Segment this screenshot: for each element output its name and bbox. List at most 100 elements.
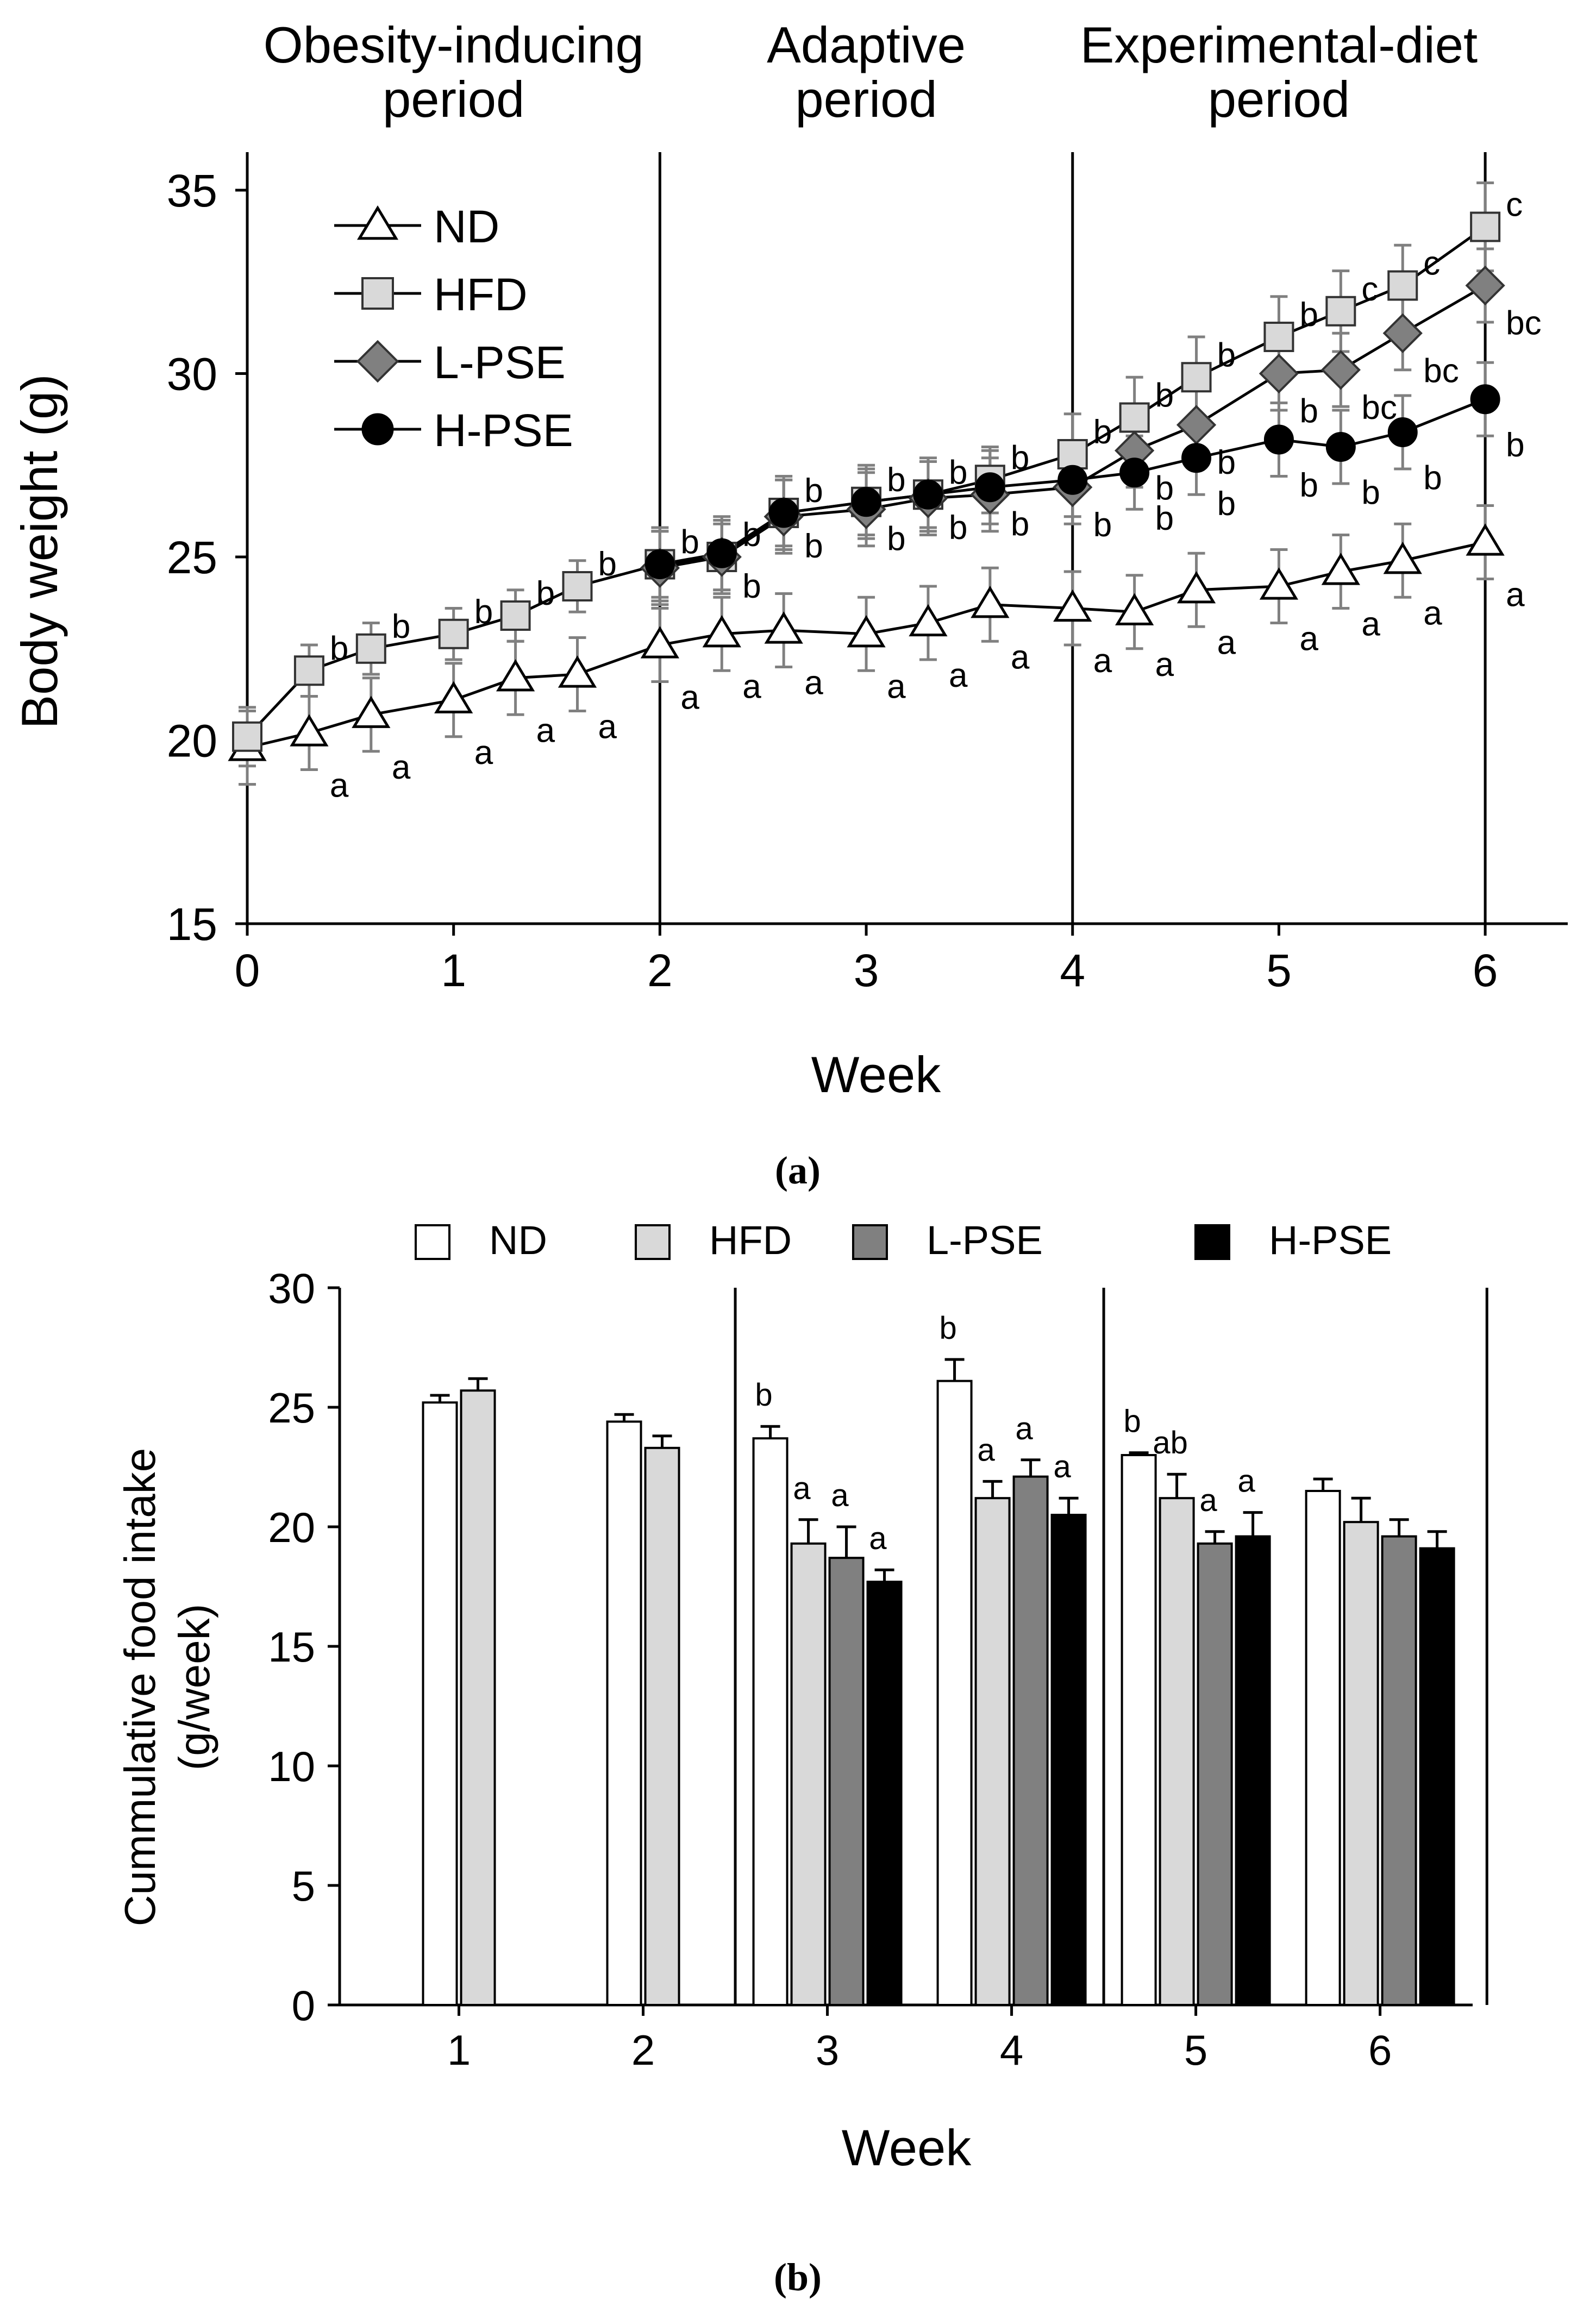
y-tick-label-a: 25 (167, 532, 217, 583)
period-label: Experimental-diet (1080, 16, 1478, 73)
significance-letter: a (949, 657, 968, 694)
data-point-hfd (1470, 211, 1501, 242)
data-point-nd (847, 615, 886, 648)
period-label: period (1208, 71, 1350, 128)
significance-letter-b: b (939, 1311, 956, 1346)
data-point-nd (1466, 523, 1505, 556)
significance-letter: b (1361, 474, 1380, 512)
data-point-hfd (232, 721, 262, 752)
y-tick-label-a: 20 (167, 716, 217, 767)
x-tick-label-a: 4 (1060, 945, 1085, 996)
significance-letter-b: a (831, 1478, 849, 1513)
bar-nd (752, 1437, 788, 2006)
data-point-hfd (500, 600, 531, 631)
bar-h-pse (1419, 1547, 1455, 2007)
bar-nd (936, 1380, 973, 2007)
significance-letter: b (1155, 469, 1174, 507)
data-point-nd (1383, 541, 1422, 574)
significance-letter: b (887, 520, 905, 557)
significance-letter: b (949, 454, 967, 491)
data-point-hfd (1119, 402, 1150, 433)
significance-letter-b: a (1053, 1449, 1071, 1484)
data-point-hfd (1325, 296, 1356, 327)
significance-letter: b (474, 593, 493, 631)
y-tick-label-b: 25 (268, 1384, 315, 1432)
legend-a: ND HFD L-PSE H-PSE (334, 201, 573, 456)
significance-letter: b (804, 528, 823, 565)
data-point-l-pse (1259, 353, 1299, 394)
data-point-hfd (1181, 362, 1212, 393)
y-tick-label-b: 30 (268, 1264, 315, 1312)
significance-letter: b (1093, 506, 1112, 544)
bar-nd (606, 1420, 642, 2006)
significance-letter-b: b (1123, 1404, 1141, 1439)
bar-nd (1121, 1454, 1157, 2006)
bar-hfd (1159, 1497, 1195, 2006)
legend-label: L-PSE (434, 337, 566, 388)
significance-letter: a (1217, 624, 1236, 661)
period-label: period (383, 71, 524, 128)
significance-letter: a (1423, 594, 1442, 632)
bar-h-pse (1050, 1514, 1087, 2006)
significance-letter: a (887, 668, 906, 705)
significance-letter: b (1423, 460, 1442, 497)
period-labels: Obesity-inducingperiodAdaptiveperiodExpe… (264, 16, 1478, 128)
data-point-nd (1176, 571, 1216, 604)
data-point-nd (702, 615, 741, 648)
significance-letter: b (742, 568, 761, 605)
x-tick-label-a: 0 (235, 945, 260, 996)
y-tick-label-b: 20 (268, 1503, 315, 1551)
data-point-h-pse (1181, 443, 1212, 473)
significance-letter: a (680, 679, 699, 717)
legend-label-b: L-PSE (927, 1218, 1043, 1263)
data-point-h-pse (768, 498, 799, 528)
significance-letter: b (536, 575, 555, 612)
legend-swatch-nd (415, 1224, 450, 1260)
legend-marker-l-pse (356, 340, 399, 383)
data-point-nd (434, 681, 473, 713)
significance-letter: b (1299, 467, 1318, 504)
data-point-h-pse (1387, 417, 1418, 447)
panel-a: Obesity-inducingperiodAdaptiveperiodExpe… (11, 16, 1568, 1192)
data-point-h-pse (706, 538, 737, 568)
panel-a-caption: (a) (775, 1149, 821, 1192)
significance-letter: a (392, 749, 411, 786)
significance-letter: b (598, 546, 617, 583)
bar-hfd (644, 1446, 680, 2006)
significance-letter: a (1299, 621, 1318, 658)
data-point-nd (1115, 593, 1154, 625)
significance-letter: b (1299, 296, 1318, 334)
significance-letter: a (474, 734, 493, 772)
data-point-l-pse (1465, 265, 1505, 306)
legend-label-b: HFD (709, 1218, 792, 1263)
data-point-nd (1053, 589, 1092, 622)
bar-h-pse (1235, 1535, 1271, 2007)
data-point-hfd (1057, 439, 1088, 469)
significance-letter-b: a (1237, 1464, 1255, 1499)
data-point-h-pse (1325, 432, 1356, 462)
x-tick-label-b: 1 (447, 2026, 471, 2074)
data-point-nd (1321, 553, 1360, 585)
significance-letter: b (392, 608, 410, 645)
significance-letter-b: a (977, 1432, 995, 1468)
legend-b: ND HFD L-PSE H-PSE (415, 1218, 1392, 1263)
bar-hfd (1343, 1521, 1379, 2006)
data-point-nd (352, 695, 391, 728)
x-axis-label-b: Week (842, 2119, 972, 2176)
data-point-hfd (1387, 270, 1418, 301)
data-point-h-pse (1057, 465, 1088, 495)
significance-letter: b (1155, 500, 1174, 537)
x-tick-label-b: 5 (1184, 2026, 1207, 2074)
significance-letter: b (1011, 439, 1029, 477)
data-point-hfd (293, 655, 324, 686)
significance-letter-b: b (755, 1377, 772, 1413)
data-point-hfd (355, 633, 386, 664)
significance-letter-b: a (869, 1521, 887, 1556)
bar-l-pse (1381, 1535, 1417, 2007)
significance-letter: a (1093, 642, 1112, 680)
legend-label: HFD (434, 269, 528, 320)
legend-marker-hfd (361, 277, 394, 310)
significance-letter: c (1506, 186, 1523, 224)
data-point-l-pse (1320, 350, 1361, 390)
y-tick-label-b: 15 (268, 1623, 315, 1671)
